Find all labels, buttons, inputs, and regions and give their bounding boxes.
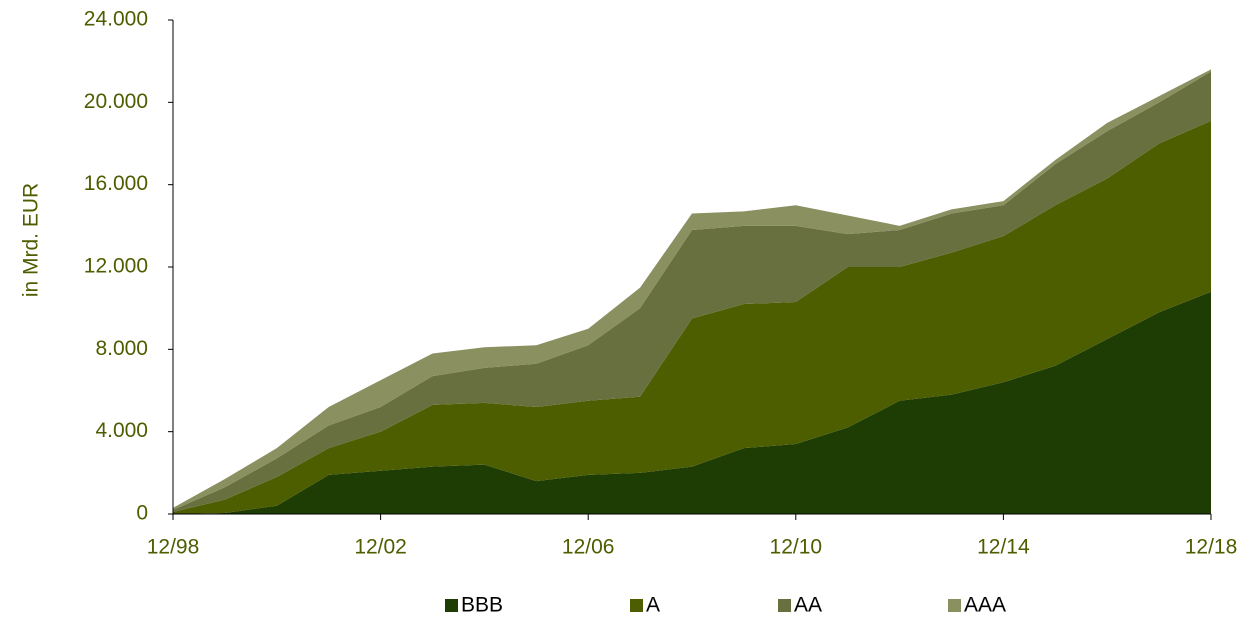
- y-tick-label: 20.000: [84, 90, 148, 113]
- area: [173, 120, 1211, 514]
- legend-label: A: [646, 594, 660, 617]
- area: [173, 291, 1211, 514]
- legend-swatch: [630, 599, 643, 612]
- y-tick-label: 0: [136, 502, 148, 525]
- legend-swatch: [445, 599, 458, 612]
- x-tick-label: 12/18: [1185, 536, 1238, 559]
- x-tick-label: 12/10: [770, 536, 823, 559]
- legend-label: AAA: [964, 594, 1006, 617]
- legend-swatch: [778, 599, 791, 612]
- y-axis-label: in Mrd. EUR: [20, 183, 43, 297]
- x-tick-label: 12/02: [354, 536, 407, 559]
- x-tick-label: 12/06: [562, 536, 615, 559]
- y-tick-label: 4.000: [95, 419, 148, 442]
- y-tick-label: 24.000: [84, 8, 148, 31]
- x-tick-label: 12/98: [147, 536, 200, 559]
- legend-swatch: [948, 599, 961, 612]
- legend-label: BBB: [461, 594, 503, 617]
- x-tick-label: 12/14: [977, 536, 1030, 559]
- area: [173, 71, 1211, 512]
- y-tick-label: 12.000: [84, 255, 148, 278]
- y-tick-label: 16.000: [84, 172, 148, 195]
- y-tick-label: 8.000: [95, 337, 148, 360]
- legend-label: AA: [794, 594, 822, 617]
